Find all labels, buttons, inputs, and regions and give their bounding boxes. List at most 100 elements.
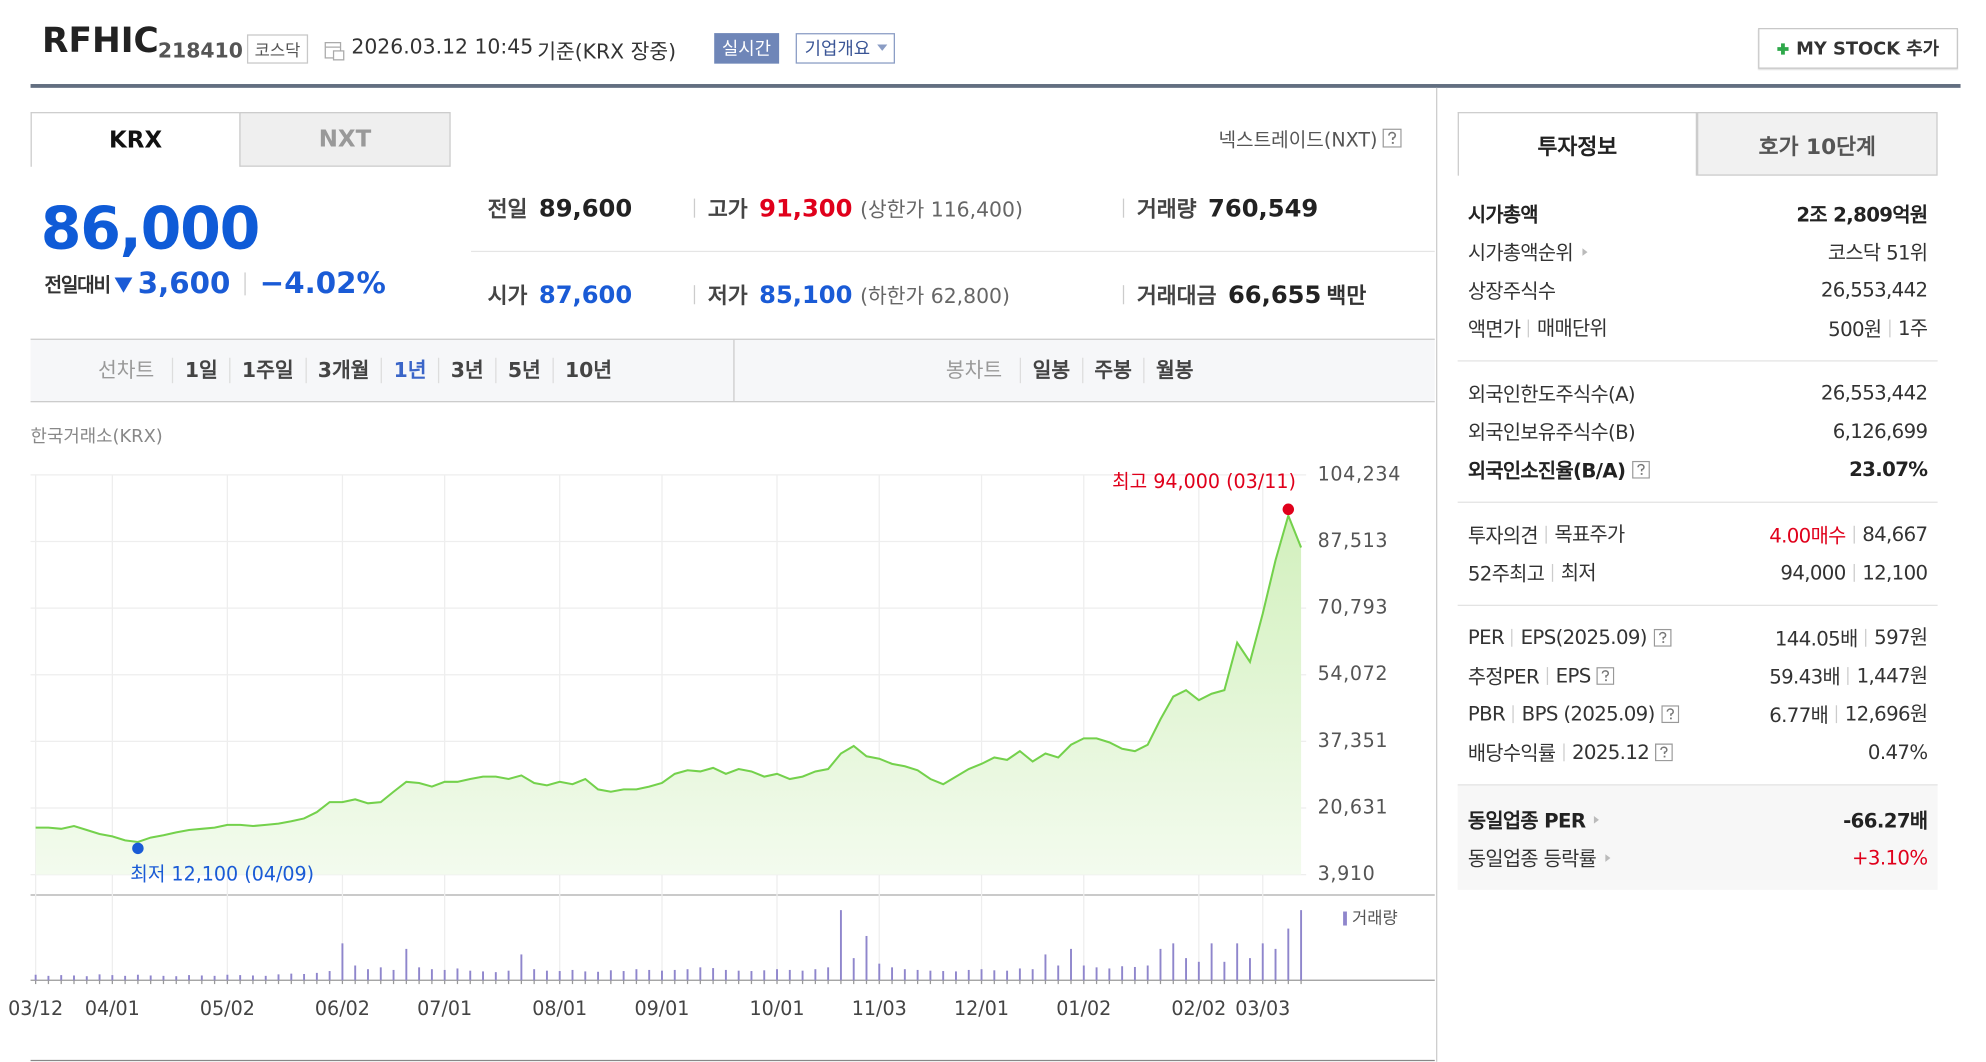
info-row: 동일업종 PER -66.27배 xyxy=(1468,801,1928,839)
volume-bar xyxy=(430,969,433,981)
value-part: 6,126,699 xyxy=(1832,420,1928,444)
info-row: 추정PER EPS 59.43배 1,447원 xyxy=(1468,657,1928,695)
chart-controls: 선차트 1일 1주일 3개월 1년 3년 5년 10년 봉차트 일봉 주봉 월봉 xyxy=(30,338,1435,403)
label-part: EPS xyxy=(1546,666,1591,686)
label-part: 액면가 xyxy=(1467,318,1521,342)
help-icon[interactable] xyxy=(1596,667,1615,685)
volume-bar xyxy=(98,974,101,981)
info-label: 외국인한도주식수(A) xyxy=(1468,379,1636,407)
info-value: 0.47% xyxy=(1868,741,1928,764)
stat-value: 66,655 xyxy=(1227,281,1322,310)
stat-label: 고가 xyxy=(707,197,748,223)
label-part: 최저 xyxy=(1551,563,1596,583)
label-part: 2025.12 xyxy=(1563,743,1650,762)
period-button[interactable]: 1년 xyxy=(380,357,438,384)
info-row: 외국인보유주식수(B) 6,126,699 xyxy=(1468,412,1928,450)
label-part: 동일업종 PER xyxy=(1467,809,1586,833)
volume-bar xyxy=(418,967,421,981)
info-value: 코스닥 51위 xyxy=(1828,238,1928,266)
separator xyxy=(1122,198,1125,218)
volume-bar xyxy=(1300,910,1303,981)
max-marker xyxy=(1282,503,1295,516)
period-button[interactable]: 10년 xyxy=(552,357,623,384)
volume-bar xyxy=(1095,967,1098,981)
info-group: 외국인한도주식수(A) 26,553,442 외국인보유주식수(B) 6,126,69… xyxy=(1457,362,1938,503)
value-part: 94,000 xyxy=(1780,561,1846,585)
info-row: 동일업종 등락률 +3.10% xyxy=(1468,839,1928,877)
volume-bar xyxy=(341,943,344,981)
help-icon[interactable] xyxy=(1631,460,1650,479)
more-arrow[interactable] xyxy=(1602,849,1612,867)
volume-bar xyxy=(34,974,37,981)
help-icon[interactable] xyxy=(1660,705,1679,724)
exchange-tab[interactable]: NXT xyxy=(239,112,451,167)
volume-bar xyxy=(1121,966,1124,981)
info-row: 액면가 매매단위 500원 1주 xyxy=(1468,309,1928,347)
label-part: 매매단위 xyxy=(1528,319,1608,338)
volume-bar xyxy=(916,969,919,981)
help-icon[interactable] xyxy=(1653,628,1672,647)
volume-bar xyxy=(264,975,267,981)
volume-bar xyxy=(520,954,523,981)
period-button[interactable]: 1일 xyxy=(172,357,229,384)
period-button[interactable]: 3년 xyxy=(437,357,495,384)
stat: 고가 91,300 (상한가 116,400) xyxy=(708,191,1023,223)
period-button[interactable]: 3개월 xyxy=(305,357,381,384)
help-icon[interactable] xyxy=(1655,743,1674,762)
x-tick-label: 07/01 xyxy=(417,997,472,1020)
info-label: PER EPS(2025.09) xyxy=(1468,626,1672,649)
stat-label: 전일 xyxy=(487,197,528,223)
volume-bar xyxy=(558,971,561,981)
help-icon[interactable] xyxy=(1382,128,1402,148)
info-row: 외국인소진율(B/A) 23.07% xyxy=(1468,451,1928,489)
info-label: 동일업종 PER xyxy=(1468,806,1602,834)
info-label: 액면가 매매단위 xyxy=(1467,314,1608,342)
volume-bar xyxy=(60,975,63,981)
stat: 거래대금 66,655 백만 xyxy=(1137,278,1366,310)
company-info-button[interactable]: 기업개요 xyxy=(795,33,895,64)
calendar-icon xyxy=(324,42,345,61)
info-value: 144.05배 597원 xyxy=(1775,624,1928,652)
volume-bar xyxy=(571,969,574,981)
info-value: 500원 1주 xyxy=(1828,314,1928,342)
volume-bar xyxy=(175,976,178,981)
stat-value: 87,600 xyxy=(538,281,633,310)
value-part: 6.77배 xyxy=(1769,704,1829,727)
more-arrow[interactable] xyxy=(1592,811,1602,829)
company-info-label: 기업개요 xyxy=(804,39,871,60)
value-part: 144.05배 xyxy=(1774,627,1858,651)
volume-bar xyxy=(1172,943,1175,981)
min-label: 최저 12,100 (04/09) xyxy=(130,863,314,886)
volume-bar xyxy=(367,969,369,981)
volume-bar xyxy=(878,963,881,981)
period-button[interactable]: 주봉 xyxy=(1081,357,1144,384)
info-tab[interactable]: 투자정보 xyxy=(1457,112,1698,176)
min-marker xyxy=(132,842,144,855)
volume-bar xyxy=(136,974,139,981)
info-tab[interactable]: 호가 10단계 xyxy=(1697,112,1938,176)
price-chart: 거래량 3,910 20,631 37,351 54,072 70,793 87,513 1… xyxy=(8,462,1435,1062)
period-button[interactable]: 1주일 xyxy=(229,357,305,384)
period-button[interactable]: 5년 xyxy=(495,357,552,384)
info-value: 4.00매수 84,667 xyxy=(1769,521,1928,549)
volume-legend-swatch xyxy=(1343,911,1347,926)
x-tick-label: 11/03 xyxy=(852,997,907,1020)
change-amount: 3,600 xyxy=(137,267,231,301)
volume-bar xyxy=(661,970,663,981)
y-tick-label: 104,234 xyxy=(1318,462,1401,485)
stats-divider xyxy=(471,250,1435,253)
volume-bar xyxy=(712,968,715,981)
volume-bar xyxy=(213,975,216,981)
period-button[interactable]: 월봉 xyxy=(1143,357,1205,384)
volume-bar xyxy=(584,971,587,981)
x-tick-label: 03/12 xyxy=(8,997,63,1020)
period-button[interactable]: 일봉 xyxy=(1019,357,1082,384)
more-arrow[interactable] xyxy=(1579,243,1589,261)
volume-bar xyxy=(47,975,50,981)
my-stock-button[interactable]: MY STOCK 추가 xyxy=(1758,28,1958,69)
basis: 기준(KRX 장중) xyxy=(537,39,677,64)
exchange-tab[interactable]: KRX xyxy=(30,112,241,167)
realtime-button[interactable]: 실시간 xyxy=(714,33,779,64)
plus-icon xyxy=(1777,42,1789,55)
